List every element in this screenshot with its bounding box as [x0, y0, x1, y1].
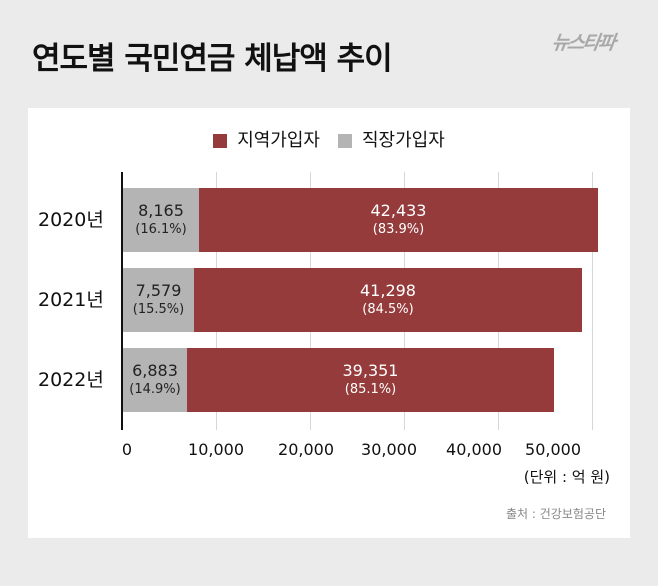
- workplace-value-2022: 6,883: [132, 361, 178, 380]
- brand-logo: 뉴스타파: [550, 32, 616, 54]
- source-note: 출처 : 건강보험공단: [506, 507, 606, 521]
- bar-segment-workplace-2022: 6,883 (14.9%): [123, 348, 187, 412]
- workplace-pct-2022: (14.9%): [129, 382, 181, 397]
- regional-pct-2022: (85.1%): [344, 382, 397, 397]
- bar-segment-regional-2021: 41,298 (84.5%): [194, 268, 582, 332]
- x-tick-10000: 10,000: [188, 440, 244, 459]
- bar-segment-regional-2022: 39,351 (85.1%): [187, 348, 554, 412]
- unit-label: (단위 : 억 원): [523, 468, 610, 486]
- legend-label-workplace: 직장가입자: [362, 130, 445, 151]
- legend-swatch-regional: [213, 134, 228, 148]
- page-title: 연도별 국민연금 체납액 추이: [32, 41, 393, 77]
- bar-segment-workplace-2020: 8,165 (16.1%): [123, 188, 199, 252]
- legend-item-regional: 지역가입자: [213, 130, 320, 152]
- workplace-pct-2021: (15.5%): [132, 302, 185, 317]
- year-label-2021: 2021년: [38, 289, 104, 311]
- regional-pct-2021: (84.5%): [362, 302, 414, 317]
- x-tick-30000: 30,000: [361, 440, 417, 459]
- regional-value-2022: 39,351: [342, 361, 399, 380]
- year-label-2022: 2022년: [38, 369, 104, 391]
- year-label-2020: 2020년: [38, 209, 104, 231]
- regional-pct-2020: (83.9%): [372, 222, 425, 237]
- bar-segment-workplace-2021: 7,579 (15.5%): [123, 268, 194, 332]
- workplace-pct-2020: (16.1%): [135, 222, 187, 237]
- regional-value-2021: 41,298: [360, 281, 416, 300]
- bar-segment-regional-2020: 42,433 (83.9%): [199, 188, 598, 252]
- regional-value-2020: 42,433: [370, 201, 427, 220]
- workplace-value-2020: 8,165: [138, 201, 184, 220]
- x-tick-0: 0: [121, 440, 133, 459]
- y-axis-line: [121, 172, 123, 430]
- legend-item-workplace: 직장가입자: [338, 130, 445, 152]
- legend-label-regional: 지역가입자: [237, 130, 320, 151]
- legend-swatch-workplace: [338, 134, 352, 148]
- workplace-value-2021: 7,579: [135, 281, 182, 300]
- gridline-50000: [592, 172, 593, 430]
- chart-legend: 지역가입자 직장가입자: [0, 130, 658, 152]
- x-tick-20000: 20,000: [278, 440, 334, 459]
- x-tick-40000: 40,000: [446, 440, 502, 459]
- x-tick-50000: 50,000: [525, 440, 581, 459]
